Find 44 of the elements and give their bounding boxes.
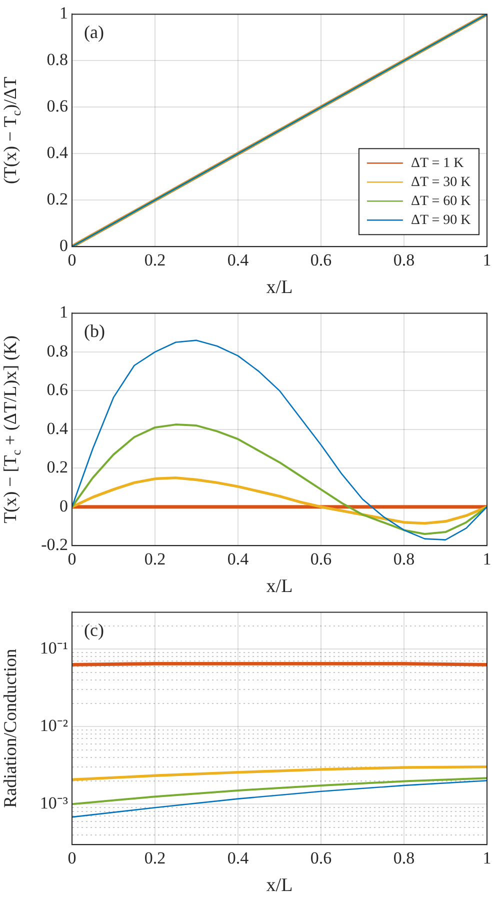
y-tick-label: 0 (60, 236, 68, 256)
y-axis-title: T(x) − [Tc + (ΔT/L)x] (K) (0, 335, 24, 524)
y-tick-label: 0.2 (46, 458, 68, 477)
x-axis-title: x/L (266, 576, 293, 597)
annotation: (a) (84, 22, 104, 42)
y-axis-title: Radiation/Conduction (0, 648, 20, 808)
y-tick-label: 0 (60, 496, 68, 516)
legend-label: ΔT = 60 K (410, 194, 471, 209)
y-tick-label: 0.2 (46, 190, 68, 209)
legend-label: ΔT = 90 K (410, 212, 471, 228)
x-tick-label: 0.4 (227, 250, 250, 270)
x-tick-label: 0.4 (227, 549, 250, 568)
y-tick-label: 0.4 (46, 418, 68, 438)
x-tick-label: 0.8 (393, 549, 415, 568)
legend-label: ΔT = 30 K (410, 174, 471, 190)
x-tick-label: 0.2 (144, 549, 166, 568)
x-tick-label: 0.2 (144, 250, 166, 270)
y-tick-label: 10⁻³ (40, 794, 68, 813)
x-tick-label: 0.6 (310, 250, 332, 270)
x-axis-title: x/L (266, 875, 293, 896)
y-tick-label: 0.4 (46, 143, 68, 162)
x-axis-title: x/L (266, 277, 293, 298)
x-tick-label: 0.8 (393, 250, 415, 270)
x-tick-label: 1 (482, 848, 492, 868)
x-tick-label: 0.6 (310, 549, 332, 568)
x-tick-label: 0.4 (227, 848, 250, 868)
y-tick-label: 0.8 (46, 50, 68, 70)
annotation: (c) (84, 620, 104, 640)
y-tick-label: 0.6 (46, 96, 68, 116)
x-tick-label: 1 (482, 549, 492, 568)
y-tick-label: 1 (60, 302, 68, 322)
legend-label: ΔT = 1 K (410, 156, 464, 171)
x-tick-label: 1 (482, 250, 492, 270)
y-tick-label: 1 (60, 4, 68, 23)
y-tick-label: 10⁻² (40, 716, 68, 736)
y-tick-label: 10⁻¹ (40, 638, 68, 658)
annotation: (b) (84, 321, 105, 342)
y-tick-label: -0.2 (41, 535, 68, 554)
y-axis-title: (T(x) − Tc)/ΔT (0, 76, 24, 184)
y-tick-label: 0.8 (46, 341, 68, 360)
x-tick-label: 0.2 (144, 848, 166, 868)
y-tick-label: 0.6 (46, 380, 68, 400)
x-tick-label: 0.8 (393, 848, 415, 868)
x-tick-label: 0.6 (310, 848, 332, 868)
